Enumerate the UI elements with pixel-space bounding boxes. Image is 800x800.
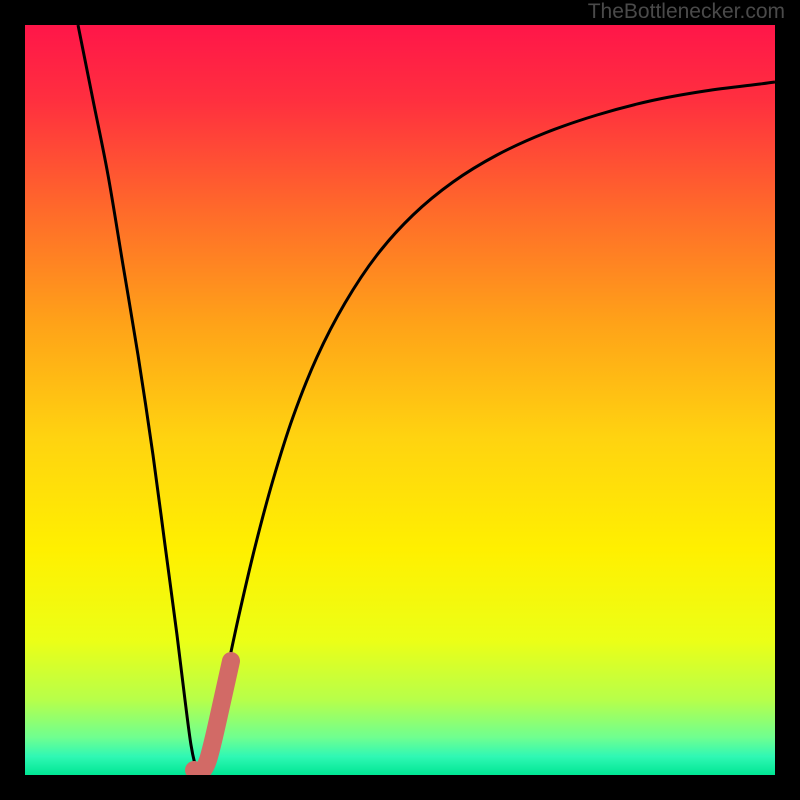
watermark-text: TheBottlenecker.com [588,0,785,24]
bottleneck-curve [78,25,775,773]
chart-root: TheBottlenecker.com [0,0,800,800]
plot-area [25,25,775,775]
curve-layer [25,25,775,775]
optimal-marker [194,661,231,772]
